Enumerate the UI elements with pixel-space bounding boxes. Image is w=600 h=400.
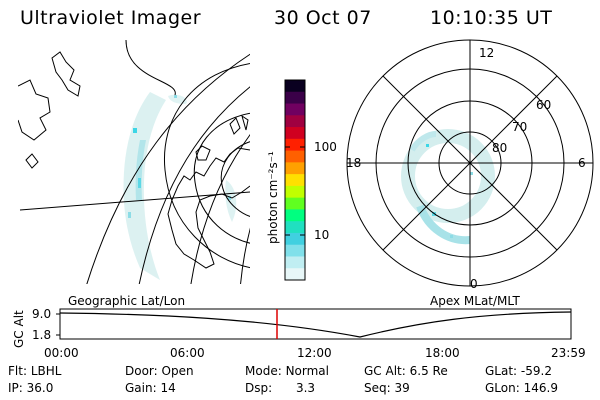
- info-key: Seq:: [364, 381, 391, 395]
- colorbar-cell: [285, 91, 305, 105]
- info-value: 146.9: [523, 381, 558, 395]
- info-ip: IP: 36.0: [8, 381, 53, 395]
- info-key: Gain:: [125, 381, 157, 395]
- info-key: GLat:: [485, 364, 518, 378]
- colorbar-cell: [285, 174, 305, 187]
- colorbar-cell: [285, 162, 305, 175]
- colorbar: [284, 79, 306, 281]
- time-tick-1200: 12:00: [297, 346, 332, 360]
- colorbar-cell: [285, 244, 305, 257]
- geographic-caption: Geographic Lat/Lon: [68, 294, 186, 308]
- info-key: Door:: [125, 364, 158, 378]
- polar-aurora-oval: [401, 129, 495, 245]
- info-key: GC Alt:: [364, 364, 406, 378]
- polar-lat-60: 60: [536, 98, 552, 112]
- time-label: 10:10:35 UT: [430, 7, 553, 29]
- colorbar-tick-100: 100: [314, 140, 337, 154]
- colorbar-cell: [285, 103, 305, 116]
- info-glon: GLon: 146.9: [485, 381, 558, 395]
- info-value: 6.5 Re: [409, 364, 448, 378]
- polar-mlt-0: 0: [470, 277, 478, 291]
- colorbar-cell: [285, 150, 305, 163]
- time-tick-0600: 06:00: [170, 346, 205, 360]
- info-value: Normal: [285, 364, 329, 378]
- instrument-title: Ultraviolet Imager: [20, 7, 202, 29]
- info-seq: Seq: 39: [364, 381, 410, 395]
- colorbar-cell: [285, 256, 305, 269]
- colorbar-unit-label: photon cm⁻²s⁻¹: [266, 151, 280, 244]
- altitude-plot: [56, 308, 572, 340]
- info-mode: Mode: Normal: [245, 364, 329, 378]
- info-value: LBHL: [30, 364, 62, 378]
- info-flt: Flt: LBHL: [8, 364, 61, 378]
- polar-lat-70: 70: [512, 120, 528, 134]
- date-label: 30 Oct 07: [274, 7, 372, 29]
- colorbar-cell: [285, 209, 305, 222]
- info-key: Flt:: [8, 364, 27, 378]
- polar-mlt-18: 18: [346, 156, 362, 170]
- colorbar-cell: [285, 185, 305, 199]
- info-key: Mode:: [245, 364, 282, 378]
- info-key: GLon:: [485, 381, 520, 395]
- geo-coastlines: [18, 51, 250, 269]
- apex-caption: Apex MLat/MLT: [430, 294, 520, 308]
- info-value: -59.2: [520, 364, 552, 378]
- info-gc-alt: GC Alt: 6.5 Re: [364, 364, 448, 378]
- info-door: Door: Open: [125, 364, 194, 378]
- polar-plot: [346, 39, 594, 287]
- colorbar-cell: [285, 127, 305, 140]
- info-key: IP:: [8, 381, 23, 395]
- altitude-y-label: GC Alt: [12, 310, 26, 348]
- info-value: Open: [161, 364, 194, 378]
- geo-grid-lines: [19, 39, 250, 284]
- colorbar-cell: [285, 197, 305, 210]
- colorbar-cell: [285, 221, 305, 234]
- info-value: 14: [160, 381, 176, 395]
- info-value: 36.0: [26, 381, 54, 395]
- info-dsp: Dsp: 3.3: [245, 381, 315, 395]
- info-value: 3.3: [295, 381, 316, 395]
- colorbar-tick-10: 10: [314, 228, 330, 242]
- time-tick-1800: 18:00: [425, 346, 460, 360]
- colorbar-cell: [285, 138, 305, 152]
- info-gain: Gain: 14: [125, 381, 176, 395]
- colorbar-cell: [285, 268, 305, 281]
- colorbar-cell: [285, 232, 305, 246]
- info-value: 39: [394, 381, 410, 395]
- polar-lat-80: 80: [492, 141, 508, 155]
- altitude-y-tick-9: 9.0: [32, 307, 52, 321]
- info-glat: GLat: -59.2: [485, 364, 552, 378]
- geographic-map: [18, 39, 250, 284]
- polar-mlt-12: 12: [479, 46, 495, 60]
- colorbar-cell: [285, 80, 305, 93]
- polar-mlt-6: 6: [578, 156, 586, 170]
- time-tick-0000: 00:00: [44, 346, 79, 360]
- altitude-y-tick-1-8: 1.8: [32, 328, 52, 342]
- time-tick-2359: 23:59: [551, 346, 586, 360]
- colorbar-cell: [285, 115, 305, 128]
- info-key: Dsp:: [245, 381, 273, 395]
- geo-aurora-band: [123, 92, 237, 280]
